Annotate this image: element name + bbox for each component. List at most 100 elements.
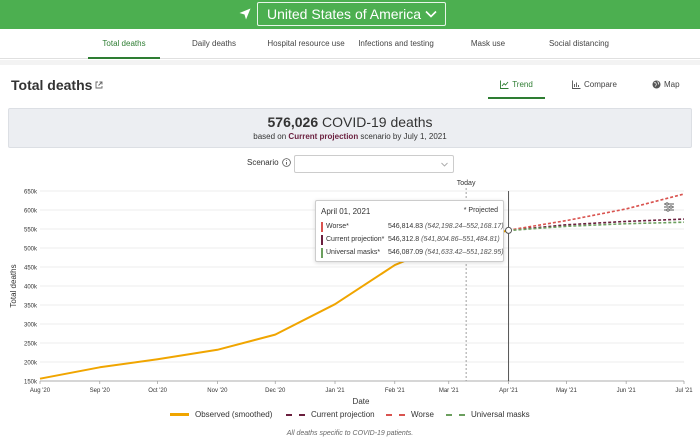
view-tab-compare-label: Compare	[584, 80, 617, 89]
tooltip-row: Current projection* 546,312.8 (541,804.86…	[321, 234, 501, 245]
series-line-current-projection	[508, 218, 685, 232]
x-tick-label: Oct '20	[148, 388, 167, 394]
summary-subline: based on Current projection scenario by …	[9, 132, 691, 141]
x-tick-label: Dec '20	[265, 388, 286, 394]
series-line-universal-masks	[508, 221, 685, 232]
legend-item[interactable]: Worse	[386, 410, 434, 419]
tab-infections-testing[interactable]: Infections and testing	[358, 39, 434, 48]
y-tick-label: 600k	[24, 209, 38, 215]
tooltip-color-bar	[321, 234, 323, 245]
tooltip-row: Worse* 546,814.83 (542,198.24–552,168.17)	[321, 221, 504, 232]
chip-worse[interactable]: Worse ×	[350, 158, 382, 171]
chip-masks-label: Masks	[393, 161, 414, 168]
x-tick-label: Jul '21	[675, 388, 693, 394]
close-icon[interactable]: ×	[375, 161, 380, 168]
y-tick-label: 550k	[24, 228, 38, 234]
chip-projection[interactable]: Projection ×	[299, 158, 342, 171]
chart-menu-icon[interactable]	[663, 201, 675, 213]
death-count: 576,026	[267, 114, 319, 130]
tooltip-row-value: 546,087.09	[388, 249, 424, 256]
tab-total-deaths[interactable]: Total deaths	[88, 29, 160, 59]
info-icon[interactable]	[282, 158, 291, 167]
view-tab-map[interactable]: Map	[652, 73, 692, 99]
close-icon[interactable]: ×	[415, 161, 420, 168]
x-tick-label: Feb '21	[385, 388, 405, 394]
chart-tooltip: April 01, 2021 * Projected Worse* 546,814…	[315, 200, 504, 262]
summary-headline: 576,026 COVID-19 deaths	[9, 114, 691, 130]
x-tick-label: Mar '21	[439, 388, 459, 394]
summary-suffix: scenario by July 1, 2021	[358, 132, 447, 141]
close-icon[interactable]: ×	[335, 161, 340, 168]
chip-masks[interactable]: Masks ×	[390, 158, 422, 171]
chip-projection-label: Projection	[302, 161, 334, 168]
legend-swatch	[386, 413, 405, 416]
y-tick-label: 150k	[24, 380, 38, 386]
location-arrow-icon[interactable]	[238, 7, 252, 21]
legend-swatch	[446, 413, 465, 416]
y-tick-label: 400k	[24, 285, 38, 291]
y-tick-label: 650k	[24, 190, 38, 196]
tooltip-row: Universal masks* 546,087.09 (541,633.42–5…	[321, 247, 504, 258]
x-axis-label: Date	[353, 397, 370, 406]
scenario-label: Scenario	[247, 158, 279, 167]
legend-swatch	[170, 413, 189, 417]
summary-box: 576,026 COVID-19 deaths based on Current…	[8, 108, 692, 148]
tooltip-color-bar	[321, 221, 323, 232]
chevron-down-icon	[425, 10, 437, 18]
section-divider	[0, 60, 700, 65]
tooltip-date: April 01, 2021	[321, 207, 371, 216]
page-title: Total deaths	[11, 77, 93, 93]
today-label: Today	[457, 180, 476, 187]
legend-label: Worse	[411, 410, 434, 419]
chevron-down-icon[interactable]	[440, 160, 449, 169]
y-axis-label: Total deaths	[9, 264, 18, 307]
x-tick-label: Nov '20	[207, 388, 228, 394]
legend-label: Current projection	[311, 410, 375, 419]
view-tab-trend-label: Trend	[512, 80, 533, 89]
summary-prefix: based on	[253, 132, 289, 141]
scenario-select[interactable]: Projection × Worse × Masks ×	[294, 155, 454, 173]
tooltip-row-value: 546,312.8	[388, 236, 420, 243]
legend-item[interactable]: Current projection	[286, 410, 375, 419]
x-tick-label: Jan '21	[325, 388, 345, 394]
x-tick-label: Apr '21	[499, 388, 518, 394]
trend-icon	[500, 80, 509, 90]
tooltip-row-ci: (541,633.42–551,182.95)	[425, 249, 504, 256]
x-tick-label: Jun '21	[617, 388, 637, 394]
legend-swatch	[286, 413, 305, 416]
country-name: United States of America	[267, 6, 422, 22]
tooltip-row-name: Current projection*	[326, 236, 385, 243]
tooltip-row-name: Universal masks*	[326, 249, 381, 256]
bar-chart-icon	[572, 80, 581, 90]
tab-daily-deaths[interactable]: Daily deaths	[191, 39, 237, 48]
tooltip-row-name: Worse*	[326, 223, 349, 230]
y-axis-ticks: 150k 200k 250k 300k 350k 400k 450k 500k 550k 600k…	[24, 190, 38, 386]
tooltip-color-bar	[321, 247, 323, 258]
tooltip-row-value: 546,814.83	[388, 223, 424, 230]
country-selector[interactable]: United States of America	[257, 2, 446, 26]
x-tick-label: Aug '20	[30, 388, 51, 394]
view-tab-compare[interactable]: Compare	[572, 73, 632, 99]
tooltip-row-ci: (541,804.86–551,484.81)	[421, 236, 500, 243]
legend-item[interactable]: Universal masks	[446, 410, 530, 419]
death-count-suffix: COVID-19 deaths	[322, 114, 433, 130]
tab-social-distancing[interactable]: Social distancing	[548, 39, 610, 48]
tab-hospital-resource-use[interactable]: Hospital resource use	[267, 39, 345, 48]
legend-label: Universal masks	[471, 410, 530, 419]
external-link-icon[interactable]	[95, 81, 103, 89]
legend-item[interactable]: Observed (smoothed)	[170, 410, 272, 419]
y-tick-label: 500k	[24, 247, 38, 253]
y-tick-label: 300k	[24, 323, 38, 329]
y-tick-label: 350k	[24, 304, 38, 310]
footnote: All deaths specific to COVID-19 patients…	[286, 430, 414, 437]
metric-tabs: Total deaths Daily deaths Hospital resou…	[0, 29, 700, 59]
chip-worse-label: Worse	[353, 161, 374, 168]
legend-label: Observed (smoothed)	[195, 410, 273, 419]
view-tab-map-label: Map	[664, 80, 680, 89]
hover-point	[505, 226, 513, 234]
summary-scenario: Current projection	[288, 132, 359, 141]
y-tick-label: 450k	[24, 266, 38, 272]
x-tick-label: Sep '20	[90, 388, 111, 394]
view-tab-trend[interactable]: Trend	[488, 73, 545, 99]
tab-mask-use[interactable]: Mask use	[470, 39, 506, 48]
